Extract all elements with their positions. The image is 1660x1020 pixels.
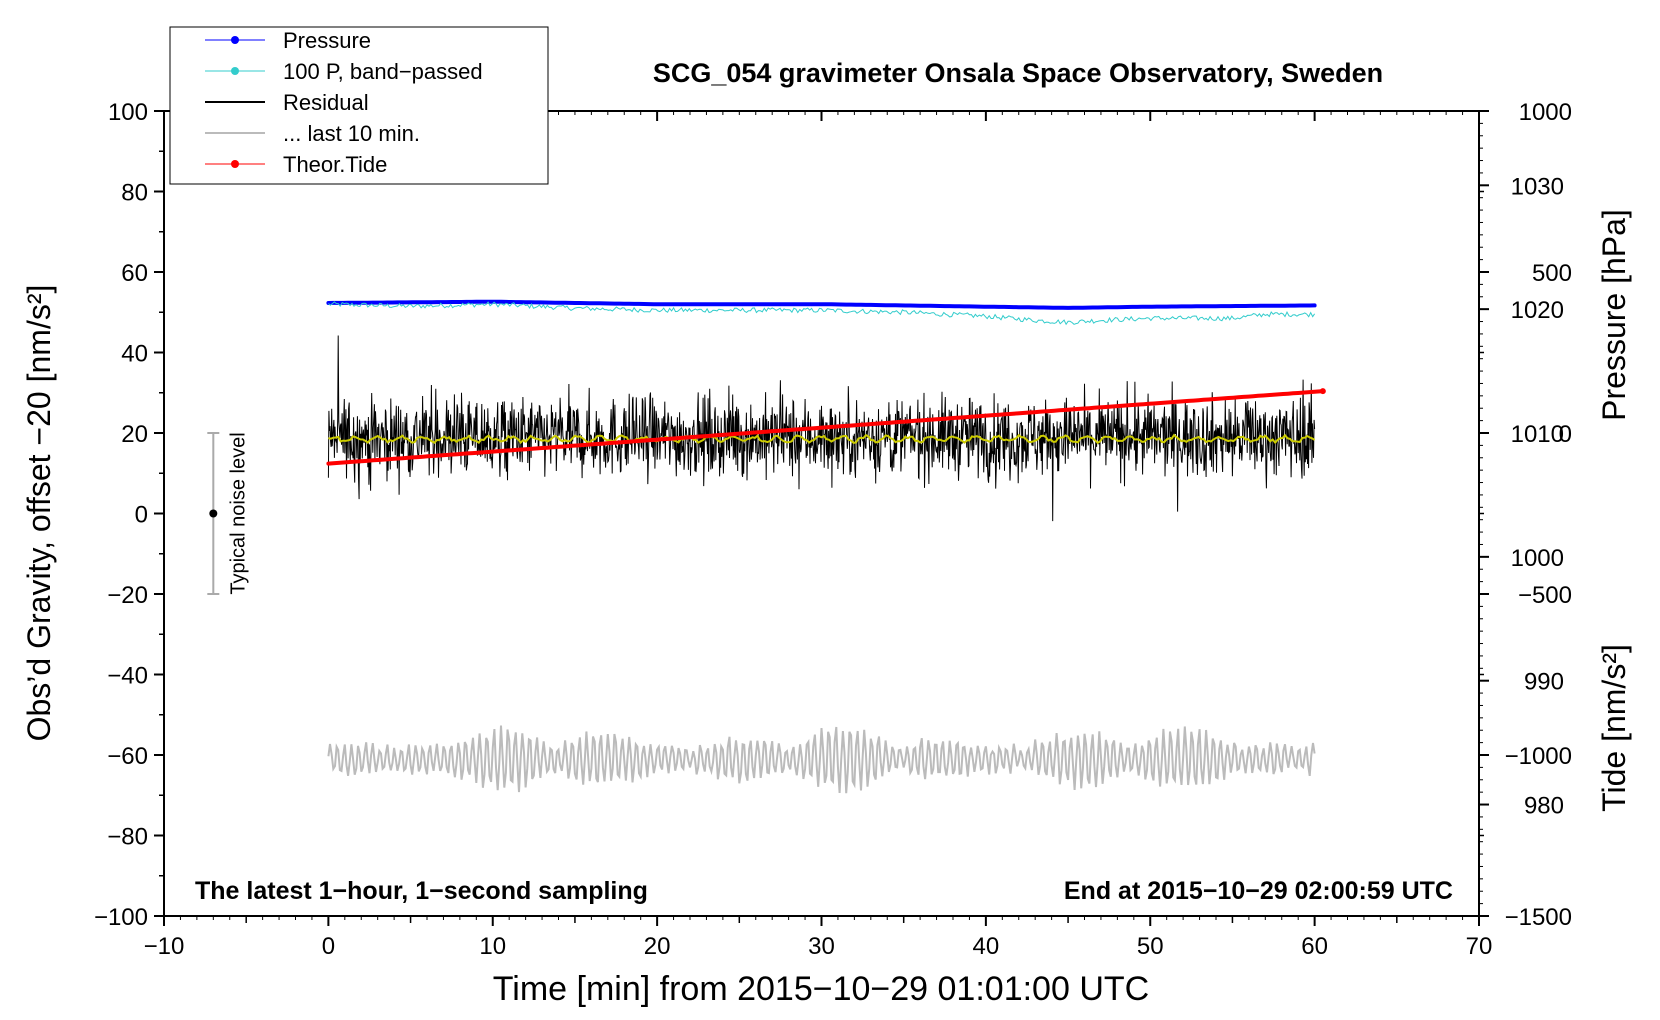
plot-frame — [163, 110, 1480, 917]
legend-label: Theor.Tide — [283, 152, 387, 177]
x-axis-label: Time [min] from 2015−10−29 01:01:00 UTC — [493, 970, 1149, 1008]
series-last-10-min — [327, 725, 1316, 794]
legend-label: Residual — [283, 90, 369, 115]
y-left-tick-label: −80 — [107, 824, 148, 851]
y-left-tick-label: 40 — [121, 341, 148, 368]
series-theor-tide — [326, 389, 1325, 466]
series-layer — [326, 299, 1326, 794]
y-axis-left-label: Obs’d Gravity, offset −20 [nm/s²] — [21, 285, 57, 742]
x-tick-label: 50 — [1137, 933, 1164, 960]
noise-bar-center-dot — [209, 509, 218, 518]
series-theor-tide-end-point — [1319, 388, 1326, 395]
y-axis-tide-label: Tide [nm/s²] — [1596, 644, 1632, 812]
x-tick-label: 40 — [973, 933, 1000, 960]
legend-box — [169, 26, 549, 185]
x-tick-label: 0 — [322, 933, 335, 960]
legend-marker — [231, 67, 239, 75]
y-left-tick-label: −20 — [107, 582, 148, 609]
y-pressure-tick-label: 980 — [1524, 793, 1564, 820]
legend: Pressure 100 P, band−passed Residual ... la… — [169, 26, 549, 185]
y-tide-tick-label: 500 — [1532, 260, 1572, 287]
y-left-tick-label: 60 — [121, 260, 148, 287]
y-left-tick-label: −100 — [94, 904, 148, 931]
series-residual-smoothed — [328, 433, 1316, 445]
y-pressure-tick-label: 990 — [1524, 669, 1564, 696]
y-tide-tick-label: −500 — [1518, 582, 1572, 609]
y-left-tick-label: 80 — [121, 180, 148, 207]
legend-label: Pressure — [283, 28, 371, 53]
x-axis: −10 0 10 20 30 40 50 60 70 — [144, 111, 1493, 960]
legend-marker — [231, 36, 239, 44]
legend-label: ... last 10 min. — [283, 121, 420, 146]
noise-label: Typical noise level — [227, 432, 249, 594]
x-tick-label: 60 — [1301, 933, 1328, 960]
x-tick-label: 30 — [808, 933, 835, 960]
x-tick-label: −10 — [144, 933, 185, 960]
legend-marker — [231, 160, 239, 168]
y-axis-pressure-label: Pressure [hPa] — [1596, 209, 1632, 421]
y-tide-tick-label: 1000 — [1519, 99, 1572, 126]
series-bandpassed — [328, 301, 1316, 326]
y-tide-tick-label: −1500 — [1505, 904, 1572, 931]
y-axis-left: −100 −80 −60 −40 −20 0 20 40 60 80 100 — [94, 99, 164, 931]
x-tick-label: 10 — [479, 933, 506, 960]
y-left-tick-label: −40 — [107, 663, 148, 690]
x-tick-label: 70 — [1466, 933, 1493, 960]
noise-indicator: Typical noise level — [207, 432, 249, 595]
legend-label: 100 P, band−passed — [283, 59, 483, 84]
series-pressure — [326, 299, 1317, 310]
y-pressure-tick-label: 1010 — [1511, 421, 1564, 448]
y-axis-right: 980 990 1000 1010 1020 1030 −1500 −1000 −500 0 500… — [1479, 99, 1572, 931]
annotation-sampling: The latest 1−hour, 1−second sampling — [195, 877, 648, 905]
x-tick-label: 20 — [644, 933, 671, 960]
y-pressure-tick-label: 1030 — [1511, 173, 1564, 200]
y-left-tick-label: −60 — [107, 743, 148, 770]
annotation-end-time: End at 2015−10−29 02:00:59 UTC — [1064, 877, 1453, 905]
chart-title: SCG_054 gravimeter Onsala Space Observat… — [653, 58, 1383, 88]
y-left-tick-label: 20 — [121, 421, 148, 448]
y-pressure-tick-label: 1020 — [1511, 297, 1564, 324]
y-tide-tick-label: −1000 — [1505, 743, 1572, 770]
y-left-tick-label: 0 — [135, 502, 148, 529]
y-tide-tick-label: 0 — [1559, 421, 1572, 448]
y-pressure-tick-label: 1000 — [1511, 545, 1564, 572]
y-left-tick-label: 100 — [108, 99, 148, 126]
